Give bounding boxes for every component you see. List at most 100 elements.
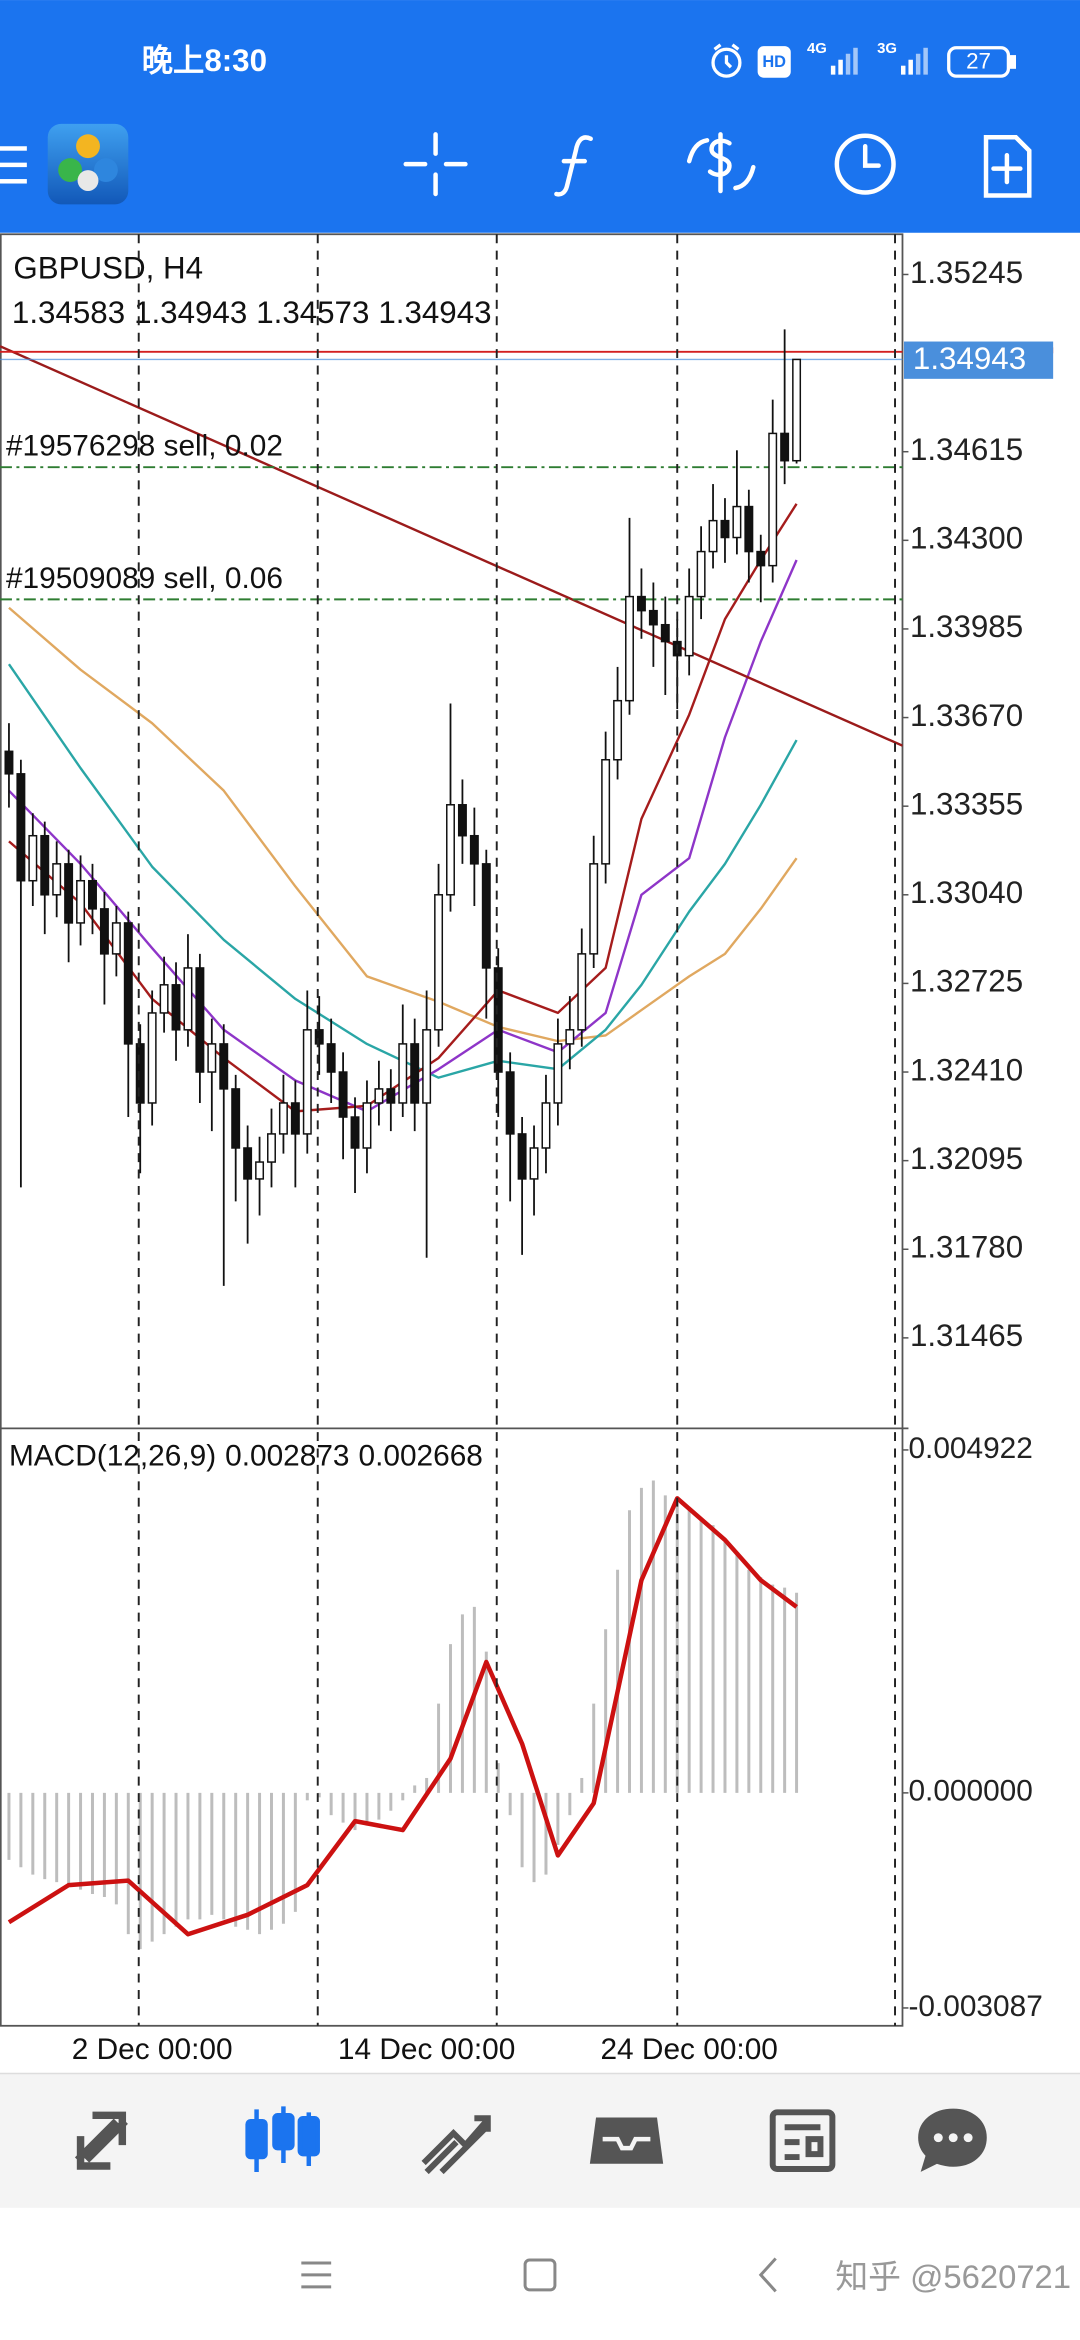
candle-body xyxy=(541,1102,551,1149)
candle-body xyxy=(410,1043,420,1104)
candle-body xyxy=(183,967,193,1031)
x-tick-label: 24 Dec 00:00 xyxy=(600,2033,777,2066)
status-network: 4G xyxy=(807,41,827,57)
candle-body xyxy=(171,984,181,1031)
y-tick-label: 1.33040 xyxy=(910,875,1023,910)
indicators-button[interactable] xyxy=(554,135,593,197)
candle-body xyxy=(493,967,503,1073)
candle-body xyxy=(207,1043,217,1073)
system-buttons xyxy=(301,2257,777,2293)
back-key[interactable] xyxy=(758,2257,777,2293)
candle-body xyxy=(625,595,634,702)
trade-button[interactable] xyxy=(686,132,756,194)
candle-body xyxy=(111,922,121,955)
status-network: 3G xyxy=(877,41,897,57)
y-tick-label: 1.32410 xyxy=(910,1052,1023,1087)
signal-bars xyxy=(830,47,928,75)
candle-body xyxy=(768,432,778,567)
candle-body xyxy=(636,595,646,612)
candle-body xyxy=(696,550,706,598)
candle-body xyxy=(52,863,62,896)
candle-body xyxy=(434,894,444,1031)
candle-body xyxy=(529,1147,539,1180)
candle-body xyxy=(338,1071,348,1118)
x-tick-label: 2 Dec 00:00 xyxy=(72,2033,233,2066)
new-order-button[interactable] xyxy=(983,135,1032,198)
candle-body xyxy=(267,1133,276,1163)
candle-body xyxy=(684,595,694,657)
x-tick-label: 14 Dec 00:00 xyxy=(338,2033,515,2066)
candle-body xyxy=(756,550,766,567)
order-label: #19576298 sell, 0.02 xyxy=(6,430,283,463)
y-tick-label: 1.34615 xyxy=(910,432,1023,467)
candle-body xyxy=(255,1161,265,1180)
quotes-tab[interactable] xyxy=(74,2111,128,2170)
y-tick-label: 1.34300 xyxy=(910,521,1023,556)
candle-body xyxy=(88,879,97,910)
ohlc-value: 1.34943 xyxy=(134,295,247,330)
trade-tab[interactable] xyxy=(421,2115,491,2175)
candle-body xyxy=(457,804,467,837)
crosshair-button[interactable] xyxy=(403,132,468,197)
history-tab[interactable] xyxy=(589,2117,664,2164)
bid-label: 1.34943 xyxy=(913,341,1026,376)
candle-body xyxy=(601,759,611,865)
candle-body xyxy=(780,432,790,462)
candle-body xyxy=(290,1102,300,1135)
candle-body xyxy=(589,863,599,955)
candle-body xyxy=(28,834,38,882)
status-time: 晚上8:30 xyxy=(142,43,267,78)
candle-body xyxy=(422,1029,432,1104)
y-tick-label: 1.32095 xyxy=(910,1141,1023,1176)
app-bar xyxy=(0,0,1080,233)
candle-body xyxy=(720,519,730,539)
mt4-logo xyxy=(47,123,129,205)
candle-body xyxy=(660,623,670,643)
candle-body xyxy=(613,699,623,761)
candle-body xyxy=(517,1133,527,1180)
candle-body xyxy=(16,773,26,882)
candle-body xyxy=(195,967,205,1073)
candle-body xyxy=(386,1088,396,1104)
period-button[interactable] xyxy=(834,133,896,195)
menu-key[interactable] xyxy=(301,2261,332,2289)
candle-body xyxy=(362,1102,372,1149)
candle-body xyxy=(505,1071,515,1135)
candle-body xyxy=(243,1147,253,1180)
home-key[interactable] xyxy=(523,2258,557,2292)
trendline xyxy=(0,345,903,747)
candle-body xyxy=(469,834,479,865)
candle-body xyxy=(553,1043,563,1104)
candle-body xyxy=(135,1043,145,1104)
candle-body xyxy=(398,1043,408,1104)
y-tick-label: 1.31465 xyxy=(910,1318,1023,1353)
y-tick-label: 1.31780 xyxy=(910,1230,1023,1265)
messages-tab[interactable] xyxy=(918,2108,987,2172)
menu-button[interactable] xyxy=(0,146,27,184)
macd-title: MACD(12,26,9) xyxy=(9,1439,216,1472)
candle-body xyxy=(708,519,718,553)
candle-body xyxy=(123,922,133,1045)
candle-body xyxy=(792,358,802,462)
macd-signal-line xyxy=(7,1496,798,1937)
y-tick-label: -0.003087 xyxy=(908,1990,1042,2023)
candle-body xyxy=(231,1088,241,1149)
system-nav xyxy=(0,2209,1080,2340)
bid-label-box xyxy=(903,341,1054,379)
status-hd: HD xyxy=(762,53,786,71)
candle-body xyxy=(732,505,742,539)
y-tick-label: 1.35245 xyxy=(910,255,1023,290)
y-tick-label: 1.33670 xyxy=(910,698,1023,733)
candle-body xyxy=(278,1102,288,1135)
chart-tab[interactable] xyxy=(245,2106,320,2172)
news-tab[interactable] xyxy=(769,2109,836,2172)
candle-body xyxy=(350,1116,360,1149)
candle-body xyxy=(64,863,74,924)
chart-symbol: GBPUSD, H4 xyxy=(13,250,203,285)
macd-main: 0.002873 xyxy=(225,1439,349,1472)
candle-body xyxy=(219,1043,229,1090)
y-tick-label: 1.33355 xyxy=(910,786,1023,821)
macd-header: MACD(12,26,9) 0.002873 0.002668 xyxy=(9,1439,483,1472)
y-tick-label: 0.000000 xyxy=(908,1775,1032,1808)
chart-ohlc: 1.34583 1.34943 1.34573 1.34943 xyxy=(12,295,492,330)
